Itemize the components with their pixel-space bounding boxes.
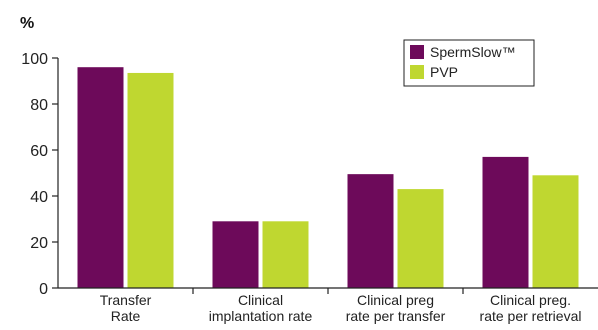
legend: SpermSlow™ PVP <box>403 39 535 87</box>
bar-spermslow <box>482 156 529 288</box>
bar-spermslow <box>347 174 394 288</box>
y-axis-unit-label: % <box>20 15 34 32</box>
y-tick-label: 0 <box>39 281 48 298</box>
x-category-label: Clinical preg <box>357 292 434 308</box>
bar-spermslow <box>212 221 259 288</box>
y-tick-label: 60 <box>30 143 48 160</box>
x-category-label: Rate <box>111 308 141 324</box>
x-category-label: implantation rate <box>209 308 313 324</box>
y-tick-label: 80 <box>30 97 48 114</box>
legend-swatch <box>410 45 424 59</box>
legend-label: SpermSlow™ <box>430 44 516 60</box>
bar-pvp <box>127 72 174 288</box>
y-tick-label: 20 <box>30 235 48 252</box>
bar-pvp <box>397 189 444 288</box>
x-category-label: Clinical <box>238 292 283 308</box>
x-category-label: rate per transfer <box>346 308 446 324</box>
y-tick-label: 100 <box>21 51 48 68</box>
y-axis: 0 20 40 60 80 100 <box>21 51 59 298</box>
bar-pvp <box>262 221 309 288</box>
bar-spermslow <box>77 67 124 288</box>
x-category-label: rate per retrieval <box>480 308 582 324</box>
y-tick-label: 40 <box>30 189 48 206</box>
legend-swatch <box>410 65 424 79</box>
legend-label: PVP <box>430 64 458 80</box>
x-axis <box>58 287 598 294</box>
bar-pvp <box>532 175 579 288</box>
x-category-label: Clinical preg. <box>490 292 571 308</box>
legend-frame <box>403 39 535 87</box>
bars <box>77 67 579 288</box>
x-category-label: Transfer <box>100 292 152 308</box>
